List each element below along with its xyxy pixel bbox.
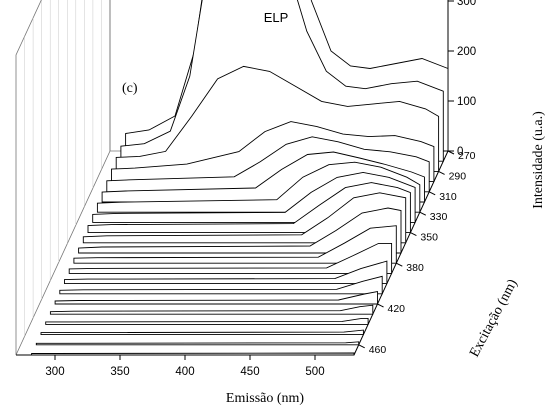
z-tick <box>396 262 403 267</box>
series-line-430 <box>49 304 374 315</box>
z-tick-label: 420 <box>388 303 406 315</box>
y-tick-label: 0 <box>457 146 463 158</box>
y-tick-label: 100 <box>457 96 476 108</box>
z-tick <box>438 170 445 175</box>
x-axis-label: Emissão (nm) <box>226 391 304 406</box>
z-tick-label: 270 <box>458 150 476 162</box>
series-line-360 <box>82 192 407 244</box>
series-line-460 <box>35 341 360 346</box>
y-axis-label: Intensidade (u.a.) <box>531 111 546 209</box>
y-tick-label: 200 <box>457 46 476 58</box>
z-axis-label: Excitação (nm) <box>467 277 521 360</box>
series-line-420 <box>54 290 378 305</box>
z-tick <box>410 232 417 237</box>
z-tick-label: 290 <box>449 170 467 182</box>
series-line-450 <box>40 329 364 336</box>
z-tick-label: 460 <box>369 344 387 356</box>
z-tick-label: 330 <box>430 211 448 223</box>
z-tick <box>377 303 384 308</box>
chart-title: ELP <box>264 10 289 25</box>
z-tick <box>358 344 365 349</box>
z-tick-label: 350 <box>420 232 438 244</box>
z-tick <box>419 211 427 216</box>
z-tick <box>428 191 436 196</box>
panel-label: (c) <box>122 81 138 96</box>
x-tick-label: 500 <box>305 366 324 378</box>
y-tick-label: 300 <box>457 0 476 8</box>
z-tick-label: 380 <box>406 262 424 274</box>
x-tick-label: 450 <box>240 366 259 378</box>
z-tick-label: 310 <box>439 191 457 203</box>
axis-layer: 0100200300400500600300350400450500270290… <box>45 0 476 378</box>
series-layer <box>31 0 449 356</box>
series-line-410 <box>59 275 383 295</box>
series-line-370 <box>78 207 402 254</box>
left-wall <box>15 0 111 356</box>
x-tick-label: 400 <box>175 366 194 378</box>
z-tick <box>447 150 455 155</box>
series-line-440 <box>45 317 369 325</box>
x-tick-label: 350 <box>110 366 129 378</box>
series-line-470 <box>31 352 355 356</box>
x-tick-label: 300 <box>45 366 64 378</box>
series-line-400 <box>64 260 388 285</box>
